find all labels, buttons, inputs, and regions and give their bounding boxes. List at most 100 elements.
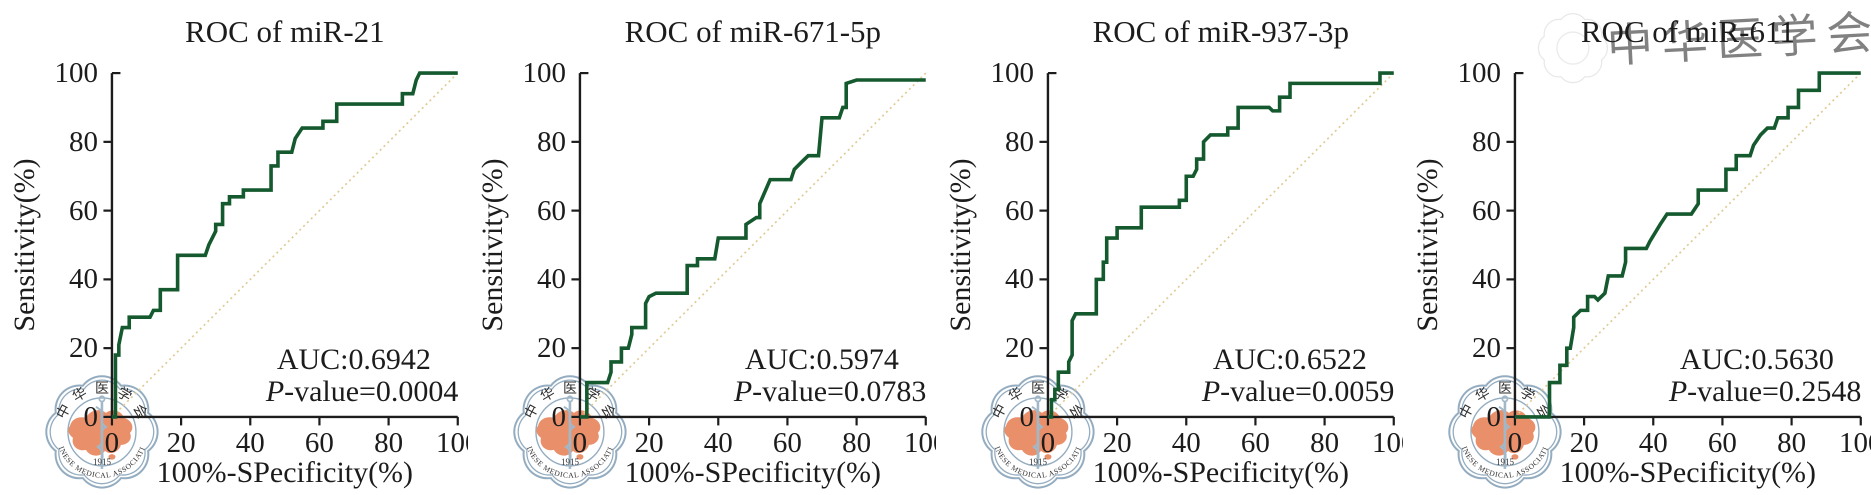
logo-char-3: 医 [563, 382, 577, 397]
china-map [1003, 410, 1068, 456]
logo-char-1: 中 [54, 402, 75, 422]
x-tickmarks [1046, 416, 1395, 426]
auc-value: AUC:0.6942 [277, 343, 431, 376]
svg-text:20: 20 [1570, 427, 1599, 459]
svg-text:40: 40 [1171, 427, 1200, 459]
p-value: P-value=0.2548 [1668, 375, 1862, 408]
roc-panel-1: 中 华 医 学 会 1915 CHINESE MEDICAL ASSOCIATI… [0, 0, 468, 495]
svg-text:100: 100 [1458, 57, 1501, 89]
svg-text:80: 80 [537, 126, 566, 158]
svg-text:0: 0 [551, 401, 565, 433]
logo-inner-scallop [985, 379, 1090, 485]
china-map [536, 410, 601, 456]
svg-text:0: 0 [1040, 427, 1054, 459]
svg-text:20: 20 [537, 332, 566, 364]
x-tick-labels: 0 20 40 60 80 100 [105, 427, 468, 459]
china-map [1471, 410, 1536, 456]
roc-panel-2: 中 华 医 学 会 1915 CHINESE MEDICAL ASSOCIATI… [468, 0, 936, 495]
roc-curve [1047, 71, 1394, 419]
logo-outer-scallop [45, 375, 159, 489]
chance-line [1514, 72, 1862, 418]
logo-char-1: 中 [521, 402, 542, 422]
chart-title: ROC of miR-21 [185, 14, 385, 49]
svg-text:60: 60 [1240, 427, 1269, 459]
logo-year: 1915 [1496, 457, 1514, 467]
svg-text:80: 80 [69, 126, 98, 158]
logo-char-1: 中 [1457, 402, 1478, 422]
x-tick-labels: 0 20 40 60 80 100 [1040, 427, 1403, 459]
svg-text:100: 100 [904, 427, 936, 459]
logo-inner-scallop [517, 379, 623, 485]
logo-outer-scallop [1448, 375, 1562, 489]
svg-text:0: 0 [83, 401, 97, 433]
roc-curve [579, 78, 926, 419]
logo-year: 1915 [561, 457, 579, 467]
china-map [68, 410, 133, 456]
svg-text:60: 60 [1004, 195, 1033, 227]
logo-char-3: 医 [1498, 382, 1512, 397]
svg-text:100: 100 [1839, 427, 1871, 459]
chance-line [111, 72, 459, 418]
svg-text:60: 60 [773, 427, 802, 459]
y-tickmarks [571, 71, 589, 419]
y-tick-labels: 0 20 40 60 80 100 [522, 57, 565, 433]
p-value: P-value=0.0004 [265, 375, 459, 408]
hainan-island [108, 454, 116, 460]
caduceus-icon [1498, 395, 1512, 469]
chart-title: ROC of miR-611 [1581, 14, 1795, 49]
auc-value: AUC:0.5974 [745, 343, 899, 376]
svg-text:60: 60 [305, 427, 334, 459]
x-tick-labels: 0 20 40 60 80 100 [1508, 427, 1871, 459]
svg-text:20: 20 [1472, 332, 1501, 364]
roc-panel-3: 中 华 医 学 会 1915 CHINESE MEDICAL ASSOCIATI… [936, 0, 1403, 495]
x-tickmarks [1514, 416, 1863, 426]
x-tickmarks [578, 416, 927, 426]
p-symbol: P [733, 375, 752, 408]
y-tickmarks [103, 71, 121, 419]
cma-logo-watermark: 中 华 医 学 会 1915 CHINESE MEDICAL ASSOCIATI… [45, 375, 159, 489]
caduceus-icon [563, 395, 576, 469]
logo-char-4: 学 [1517, 385, 1537, 406]
cma-logo-watermark: 中 华 医 学 会 1915 CHINESE MEDICAL ASSOCIATI… [513, 375, 627, 489]
svg-text:60: 60 [1472, 195, 1501, 227]
svg-text:40: 40 [537, 263, 566, 295]
p-value: P-value=0.0059 [1200, 375, 1394, 408]
roc-panel-4: 中 华 医 学 会 1915 CHINESE MEDICAL ASSOCIATI… [1403, 0, 1871, 495]
logo-year: 1915 [1028, 457, 1046, 467]
cma-logo-watermark: 中 华 医 学 会 1915 CHINESE MEDICAL ASSOCIATI… [980, 375, 1095, 489]
svg-text:100: 100 [522, 57, 565, 89]
svg-text:0: 0 [1508, 427, 1522, 459]
svg-text:60: 60 [69, 195, 98, 227]
logo-char-1: 中 [989, 402, 1010, 422]
p-symbol: P [1200, 375, 1219, 408]
p-value-rest: -value=0.0059 [1220, 375, 1394, 408]
logo-char-4: 学 [582, 385, 602, 406]
svg-text:0: 0 [1019, 401, 1033, 433]
y-tick-labels: 0 20 40 60 80 100 [1458, 57, 1501, 433]
corner-watermark-seal [1538, 13, 1609, 84]
svg-text:20: 20 [1004, 332, 1033, 364]
logo-char-3: 医 [1030, 382, 1044, 397]
y-axis-label: Sensitivity(%) [8, 158, 41, 331]
svg-text:60: 60 [537, 195, 566, 227]
svg-text:40: 40 [704, 427, 733, 459]
cma-logo-watermark: 中 华 医 学 会 1915 CHINESE MEDICAL ASSOCIATI… [1448, 375, 1562, 489]
y-tick-labels: 0 20 40 60 80 100 [990, 57, 1033, 433]
svg-text:100: 100 [436, 427, 468, 459]
chance-line [1046, 72, 1394, 418]
x-tick-labels: 0 20 40 60 80 100 [572, 427, 935, 459]
auc-value: AUC:0.6522 [1212, 343, 1366, 376]
svg-text:20: 20 [1102, 427, 1131, 459]
y-tick-labels: 0 20 40 60 80 100 [54, 57, 97, 433]
logo-inner-scallop [49, 379, 155, 485]
y-axis-label: Sensitivity(%) [1411, 158, 1444, 331]
corner-watermark-circle [1556, 31, 1590, 65]
svg-text:0: 0 [572, 427, 586, 459]
logo-inner-scallop [1452, 379, 1558, 485]
x-axis-label: 100%-SPecificity(%) [1092, 456, 1348, 489]
chart-title: ROC of miR-671-5p [624, 14, 880, 49]
y-tickmarks [1506, 71, 1524, 419]
y-axis-label: Sensitivity(%) [943, 158, 976, 331]
p-symbol: P [265, 375, 284, 408]
logo-outer-scallop [513, 375, 627, 489]
